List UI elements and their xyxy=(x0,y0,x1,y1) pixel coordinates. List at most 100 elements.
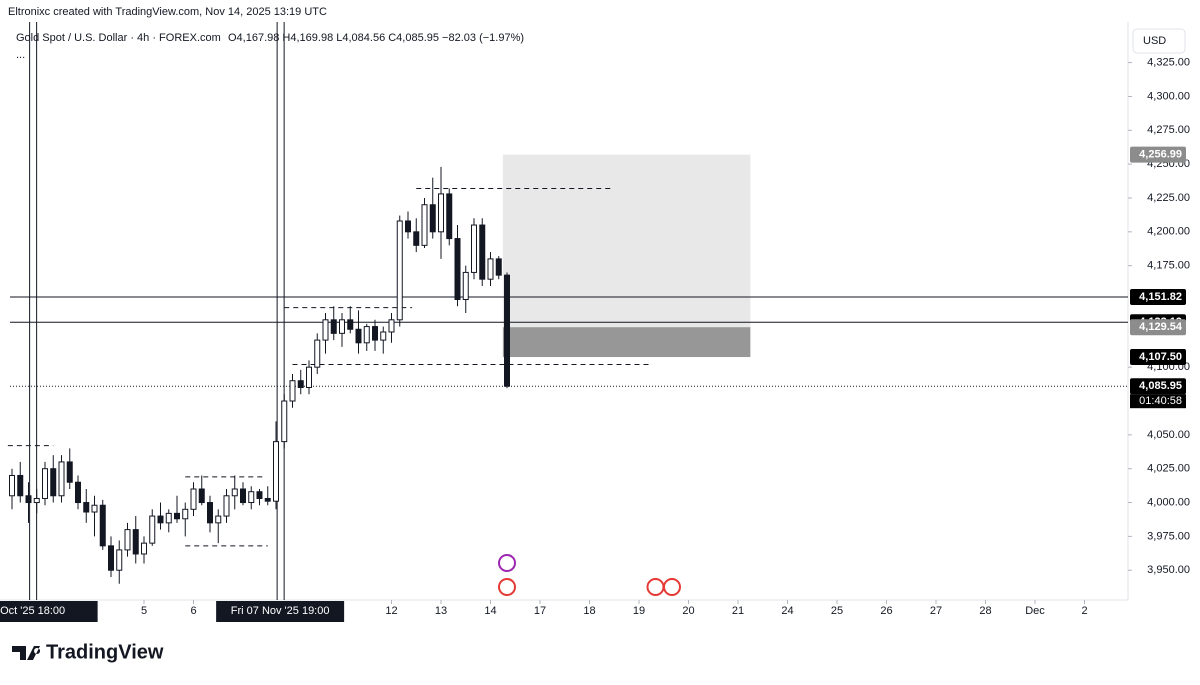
event-icon xyxy=(498,554,516,572)
price-label-box xyxy=(1130,289,1186,306)
x-tick-label: 17 xyxy=(534,605,546,617)
price-label-box xyxy=(1130,319,1186,336)
zone xyxy=(502,327,751,358)
x-tick-label: 6 xyxy=(190,605,196,617)
y-tick-label: 4,225.00 xyxy=(1147,192,1190,204)
x-tick-label: Dec xyxy=(1025,605,1045,617)
candle-body xyxy=(314,339,321,368)
price-label-box xyxy=(1130,349,1186,366)
candle-body xyxy=(306,366,312,388)
candle-body xyxy=(9,474,15,497)
price-label: 4,107.50 xyxy=(1139,351,1182,363)
candle-body xyxy=(322,319,329,341)
tv-logo: TradingView xyxy=(12,641,164,663)
price-label-box xyxy=(1130,378,1186,395)
x-tick-label: 20 xyxy=(682,605,694,617)
brand: TradingView xyxy=(46,641,164,663)
credit: Eltronixc created with TradingView.com, … xyxy=(8,6,327,18)
x-marker-box xyxy=(216,601,345,622)
x-tick-label: 18 xyxy=(583,605,595,617)
symbol: Gold Spot / U.S. Dollar · 4h · FOREX.com xyxy=(16,32,221,44)
price-label: 4,256.99 xyxy=(1139,149,1182,161)
price-label: 4,129.54 xyxy=(1139,321,1183,333)
candle-body xyxy=(132,529,139,555)
x-tick-label: 19 xyxy=(633,605,645,617)
x-marker-label: Fri 07 Nov '25 19:00 xyxy=(231,605,330,617)
candle-body xyxy=(355,328,362,344)
y-tick-label: 4,275.00 xyxy=(1147,124,1190,136)
x-tick-label: 2 xyxy=(1081,605,1087,617)
candle-body xyxy=(25,495,32,504)
candle-body xyxy=(240,488,246,504)
candle-body xyxy=(462,271,469,300)
y-tick-label: 3,950.00 xyxy=(1147,564,1190,576)
candle-body xyxy=(256,491,263,499)
price-label: 4,085.95 xyxy=(1139,380,1182,392)
candle-body xyxy=(405,220,411,233)
candle-body xyxy=(66,461,73,483)
x-tick-label: 28 xyxy=(979,605,991,617)
candle-body xyxy=(50,468,57,497)
x-tick-label: 25 xyxy=(831,605,843,617)
price-label: 4,151.82 xyxy=(1139,291,1182,303)
candle-body xyxy=(479,224,486,280)
candle-body xyxy=(198,488,205,504)
candle-body xyxy=(281,400,288,443)
candle-body xyxy=(413,231,420,246)
candle-body xyxy=(471,224,477,273)
candle-body xyxy=(91,504,98,513)
x-tick-label: 26 xyxy=(880,605,892,617)
candle-body xyxy=(339,319,345,334)
candle-body xyxy=(33,497,40,504)
candle-body xyxy=(42,468,48,499)
candle-body xyxy=(446,193,453,240)
candle-body xyxy=(99,504,106,547)
zone xyxy=(502,154,751,328)
countdown: 01:40:58 xyxy=(1139,395,1182,407)
x-tick-label: 24 xyxy=(781,605,793,617)
x-marker-box xyxy=(0,601,98,622)
candle-body xyxy=(487,258,494,280)
x-tick-label: 21 xyxy=(732,605,744,617)
candle-body xyxy=(165,512,172,524)
more: ... xyxy=(16,49,25,61)
currency-button[interactable] xyxy=(1132,28,1186,54)
x-tick-label: 12 xyxy=(385,605,397,617)
candle-body xyxy=(157,515,164,524)
candle-body xyxy=(215,515,222,524)
candle-body xyxy=(363,326,370,344)
candle-body xyxy=(454,238,461,300)
candle-body xyxy=(17,474,24,497)
candle-body xyxy=(289,380,296,402)
countdown-box xyxy=(1130,394,1186,409)
event-icon xyxy=(663,578,681,596)
y-tick-label: 3,975.00 xyxy=(1147,530,1190,542)
ohlc: O4,167.98 H4,169.98 L4,084.56 C4,085.95 … xyxy=(228,32,524,44)
candle-body xyxy=(149,515,156,544)
candle-body xyxy=(388,319,395,333)
currency[interactable]: USD xyxy=(1143,35,1166,47)
x-tick-label: 5 xyxy=(141,605,147,617)
candle-body xyxy=(182,508,189,520)
candle-body xyxy=(108,545,114,571)
candle-body xyxy=(504,274,510,387)
x-marker-label: Oct '25 18:00 xyxy=(0,605,65,617)
candle-body xyxy=(141,542,147,555)
candle-body xyxy=(372,326,378,341)
candle-body xyxy=(116,549,123,571)
candle-body xyxy=(75,481,81,504)
candle-body xyxy=(421,204,428,246)
candle-body xyxy=(264,497,271,502)
candle-body xyxy=(273,441,279,502)
y-tick-label: 4,325.00 xyxy=(1147,57,1190,69)
y-tick-label: 4,175.00 xyxy=(1147,260,1190,272)
candle-body xyxy=(438,193,444,233)
candle-body xyxy=(174,512,180,520)
candle-body xyxy=(396,220,403,321)
y-tick-label: 4,050.00 xyxy=(1147,429,1190,441)
y-tick-label: 4,000.00 xyxy=(1147,496,1190,508)
candle-body xyxy=(297,380,304,388)
event-icon xyxy=(646,578,665,596)
candle-body xyxy=(190,488,197,510)
